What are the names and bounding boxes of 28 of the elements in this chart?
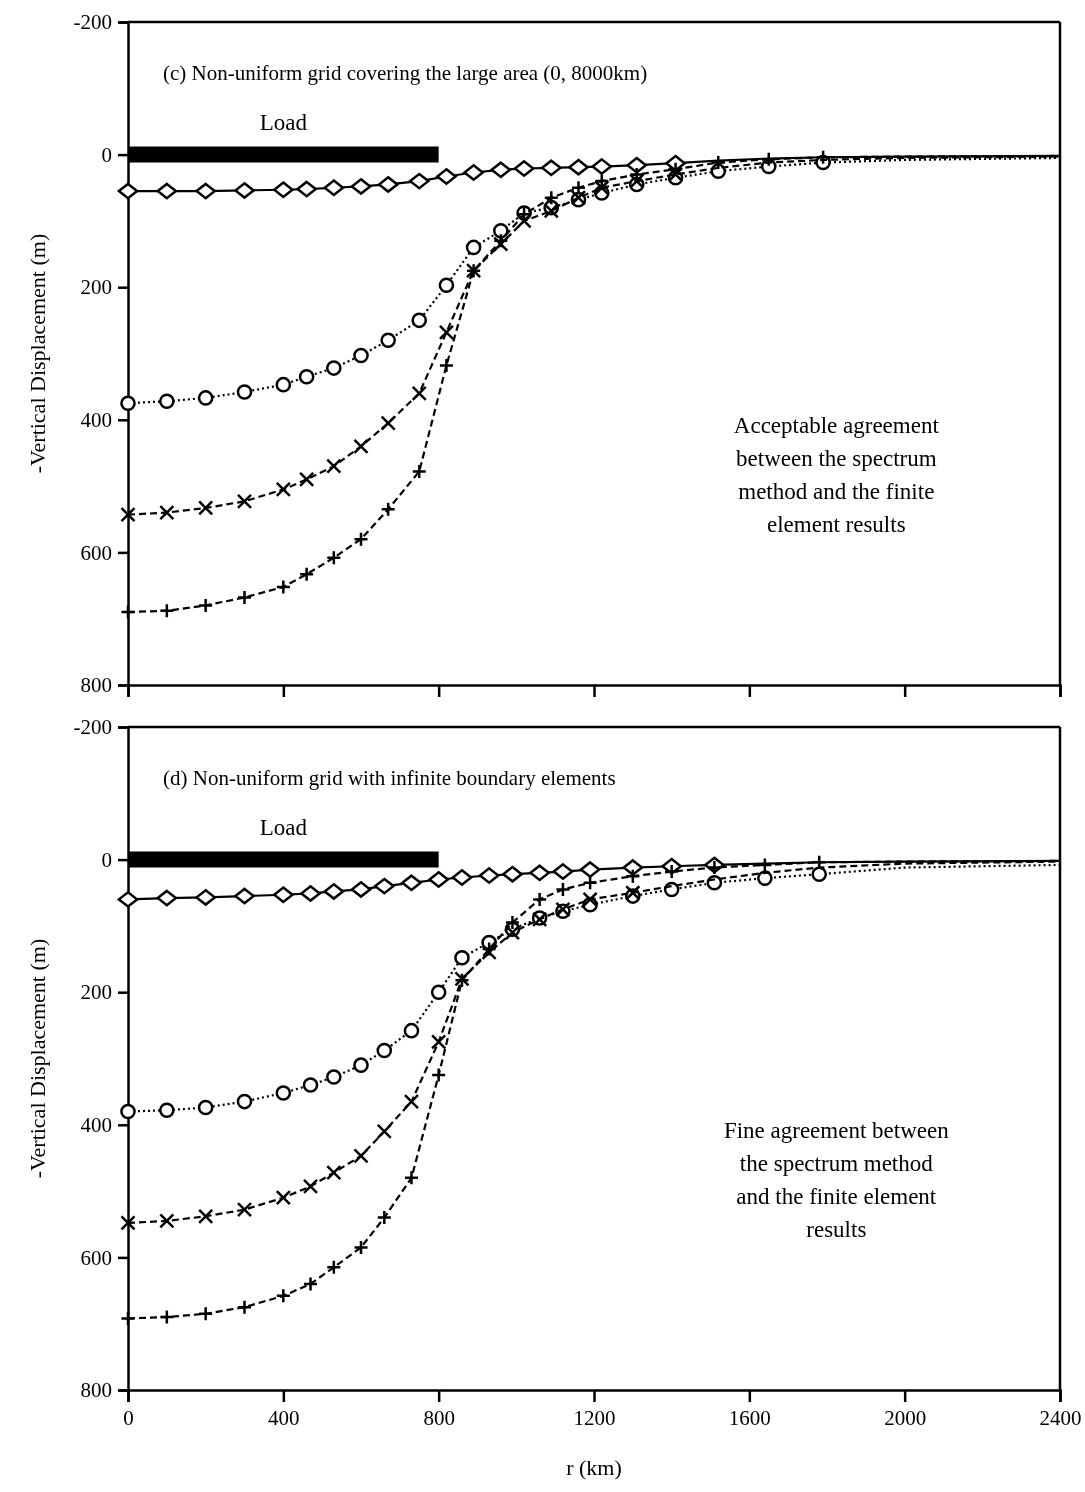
y-tick-label: -200 (73, 715, 112, 740)
y-tick-label: -200 (73, 10, 112, 35)
series-label: Load (259, 814, 308, 840)
x-tick-label: 2400 (1039, 1405, 1082, 1430)
y-axis-title: -Vertical Displacement (m) (25, 233, 50, 474)
annotation: Acceptable agreement between the spectrum method and the finite element results (733, 413, 940, 538)
x-tick-label: 1200 (573, 1405, 616, 1430)
y-tick-label: 800 (80, 1378, 112, 1403)
x-tick-label: 1600 (728, 1405, 771, 1430)
x-tick-label: 0 (123, 1405, 134, 1430)
x-tick-label: 400 (268, 1405, 300, 1430)
y-tick-label: 200 (80, 275, 112, 300)
y-tick-label: 0 (101, 142, 112, 167)
series-label: Load (259, 109, 308, 135)
x-tick-label: 2000 (884, 1405, 927, 1430)
y-tick-label: 600 (80, 540, 112, 565)
y-axis-title: -Vertical Displacement (m) (25, 938, 50, 1179)
x-tick-label: 800 (423, 1405, 455, 1430)
y-tick-label: 600 (80, 1245, 112, 1270)
annotation: Fine agreement between the spectrum method and the finite element results (723, 1118, 950, 1243)
y-tick-label: 800 (80, 673, 112, 698)
text: (c) Non-uniform grid covering the large area (0, 8000km) (163, 61, 648, 85)
x-axis-title: r (km) (566, 1455, 622, 1480)
text: (d) Non-uniform grid with infinite boundary elements (163, 766, 616, 790)
y-tick-label: 0 (101, 847, 112, 872)
y-tick-label: 400 (80, 1113, 112, 1138)
y-tick-label: 200 (80, 980, 112, 1005)
y-tick-label: 400 (80, 408, 112, 433)
